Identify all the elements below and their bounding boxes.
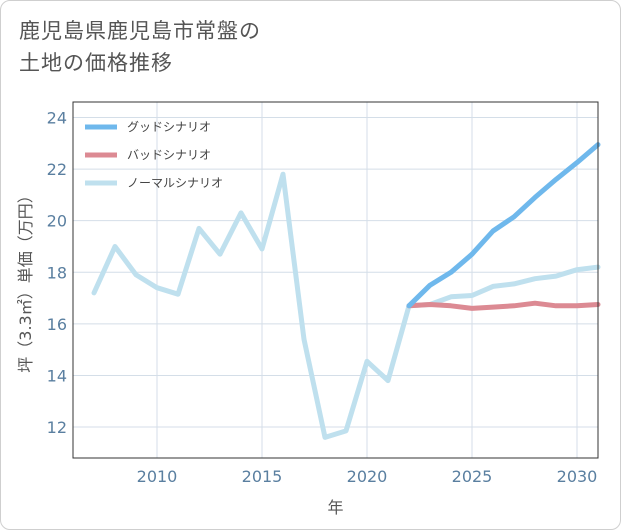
- legend-label-good: グッドシナリオ: [127, 120, 211, 134]
- x-tick-label: 2015: [242, 467, 283, 486]
- y-tick-label: 20: [47, 212, 67, 231]
- y-tick-label: 22: [47, 160, 67, 179]
- title-line-1: 鹿児島県鹿児島市常盤の: [19, 19, 261, 43]
- x-tick-label: 2010: [137, 467, 178, 486]
- y-tick-label: 16: [47, 315, 67, 334]
- y-tick-label: 24: [47, 108, 67, 127]
- y-axis-title: 坪（3.3㎡）単価（万円）: [16, 187, 35, 372]
- series-line-normal: [91, 171, 601, 440]
- x-axis-title: 年: [327, 498, 343, 517]
- x-tick-labels: 2010 2015 2020 2025 2030: [137, 467, 598, 486]
- legend-label-normal: ノーマルシナリオ: [127, 176, 223, 190]
- x-tick-label: 2030: [557, 467, 598, 486]
- chart-title: 鹿児島県鹿児島市常盤の 土地の価格推移: [19, 15, 261, 79]
- series-lines: [91, 142, 601, 440]
- series-line-bad: [406, 300, 601, 311]
- series-line-good: [406, 142, 601, 309]
- x-tick-label: 2020: [347, 467, 388, 486]
- title-line-2: 土地の価格推移: [19, 51, 173, 75]
- y-tick-label: 14: [47, 366, 67, 385]
- y-tick-labels: 12 14 16 18 20 22 24: [47, 108, 67, 437]
- y-tick-label: 18: [47, 263, 67, 282]
- x-tick-label: 2025: [452, 467, 493, 486]
- plot-frame: [72, 101, 599, 459]
- y-tick-label: 12: [47, 418, 67, 437]
- legend-label-bad: バッドシナリオ: [127, 148, 211, 162]
